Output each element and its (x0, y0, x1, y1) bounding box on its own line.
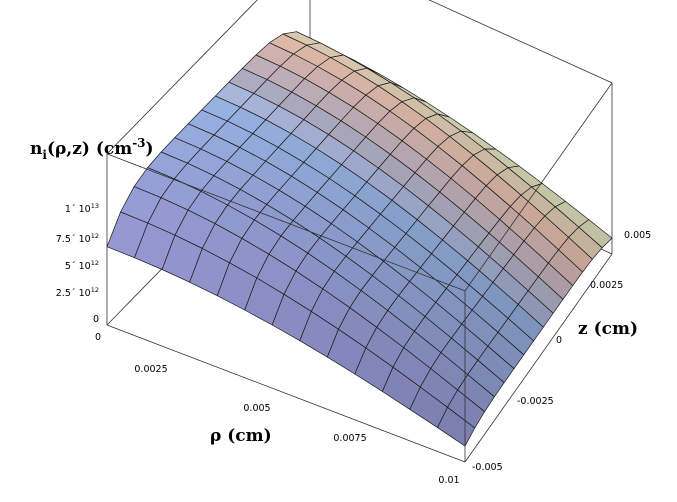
box-edge (464, 82, 613, 292)
x-tick-label: 0 (95, 332, 101, 343)
y-tick-label: -0.005 (472, 462, 503, 473)
y-tick-label: 0 (556, 335, 562, 346)
y-tick-label: 0.005 (624, 230, 651, 241)
y-tick-label: -0.0025 (517, 396, 554, 407)
box-edge (428, 0, 613, 84)
z-tick-label: 2.5´ 1012 (56, 286, 99, 299)
box-edge (464, 253, 613, 463)
box-edge (106, 324, 466, 463)
bounding-box-front (106, 82, 613, 463)
box-edge (106, 153, 466, 292)
surface-patch (437, 406, 476, 447)
z-axis-ticks: 0 2.5´ 1012 5´ 1012 7.5´ 1012 1´ 1013 (56, 202, 99, 325)
box-edge (106, 0, 258, 155)
density-surface (106, 31, 613, 447)
z-tick-label: 5´ 1012 (65, 259, 99, 272)
x-tick-label: 0.005 (243, 403, 270, 414)
z-tick-label: 1´ 1013 (65, 202, 99, 215)
x-axis-title: ρ (cm) (210, 426, 272, 446)
x-axis-ticks: 0 0.0025 0.005 0.0075 0.01 (95, 332, 460, 486)
z-tick-label: 7.5´ 1012 (56, 232, 99, 245)
y-axis-ticks: -0.005 -0.0025 0 0.0025 0.005 (472, 230, 651, 473)
y-tick-label: 0.0025 (590, 280, 623, 291)
x-tick-label: 0.01 (438, 475, 459, 486)
z-axis-title: ni(ρ,z) (cm-3) (30, 136, 154, 162)
x-tick-label: 0.0075 (333, 433, 366, 444)
z-tick-label: 0 (93, 314, 99, 325)
x-tick-label: 0.0025 (134, 364, 167, 375)
y-axis-title: z (cm) (578, 319, 638, 339)
